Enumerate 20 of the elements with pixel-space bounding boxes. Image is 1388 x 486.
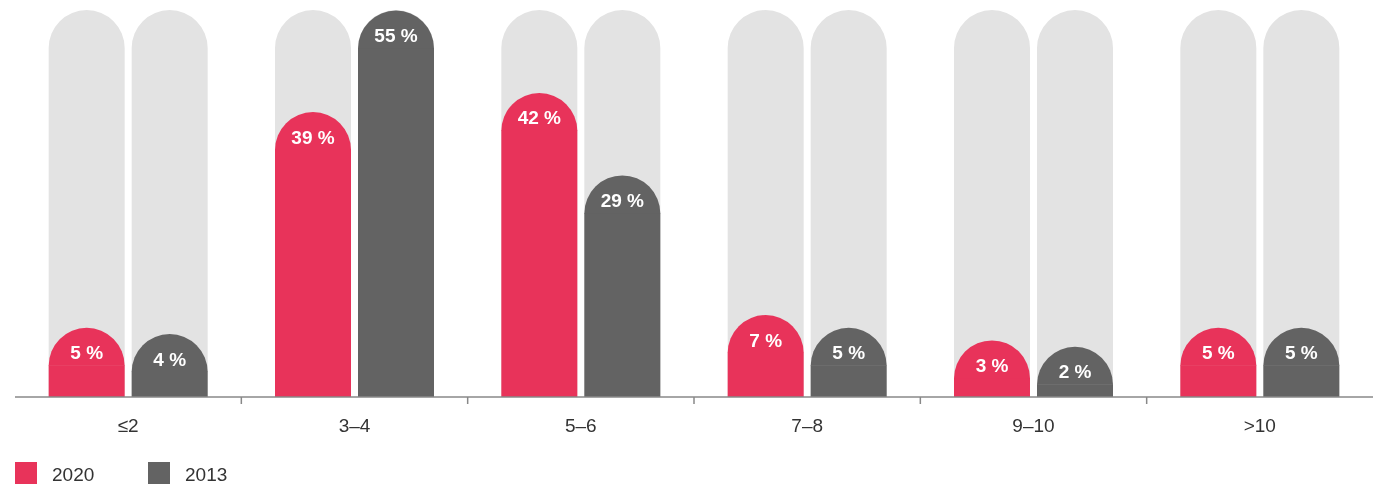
data-label: 39 % [291, 126, 335, 148]
x-tick-label: >10 [1243, 415, 1276, 436]
x-tick-label: 7–8 [791, 415, 824, 436]
data-label: 2 % [1058, 361, 1092, 383]
data-label: 55 % [374, 25, 418, 46]
data-label: 5 % [1201, 342, 1235, 364]
legend-label: 2020 [52, 464, 95, 485]
x-tick-label: 3–4 [338, 415, 371, 436]
x-tick-label: ≤2 [117, 415, 139, 436]
x-tick-label: 9–10 [1012, 415, 1055, 436]
data-label: 5 % [832, 342, 866, 364]
legend-label: 2013 [185, 464, 228, 485]
data-label: 3 % [975, 354, 1009, 376]
data-label: 7 % [749, 329, 783, 351]
x-tick-label: 5–6 [564, 415, 597, 436]
data-label: 42 % [517, 107, 562, 129]
data-label: 29 % [600, 189, 645, 211]
data-label: 5 % [70, 342, 104, 364]
data-label: 5 % [1284, 342, 1318, 364]
data-label: 4 % [153, 348, 187, 370]
